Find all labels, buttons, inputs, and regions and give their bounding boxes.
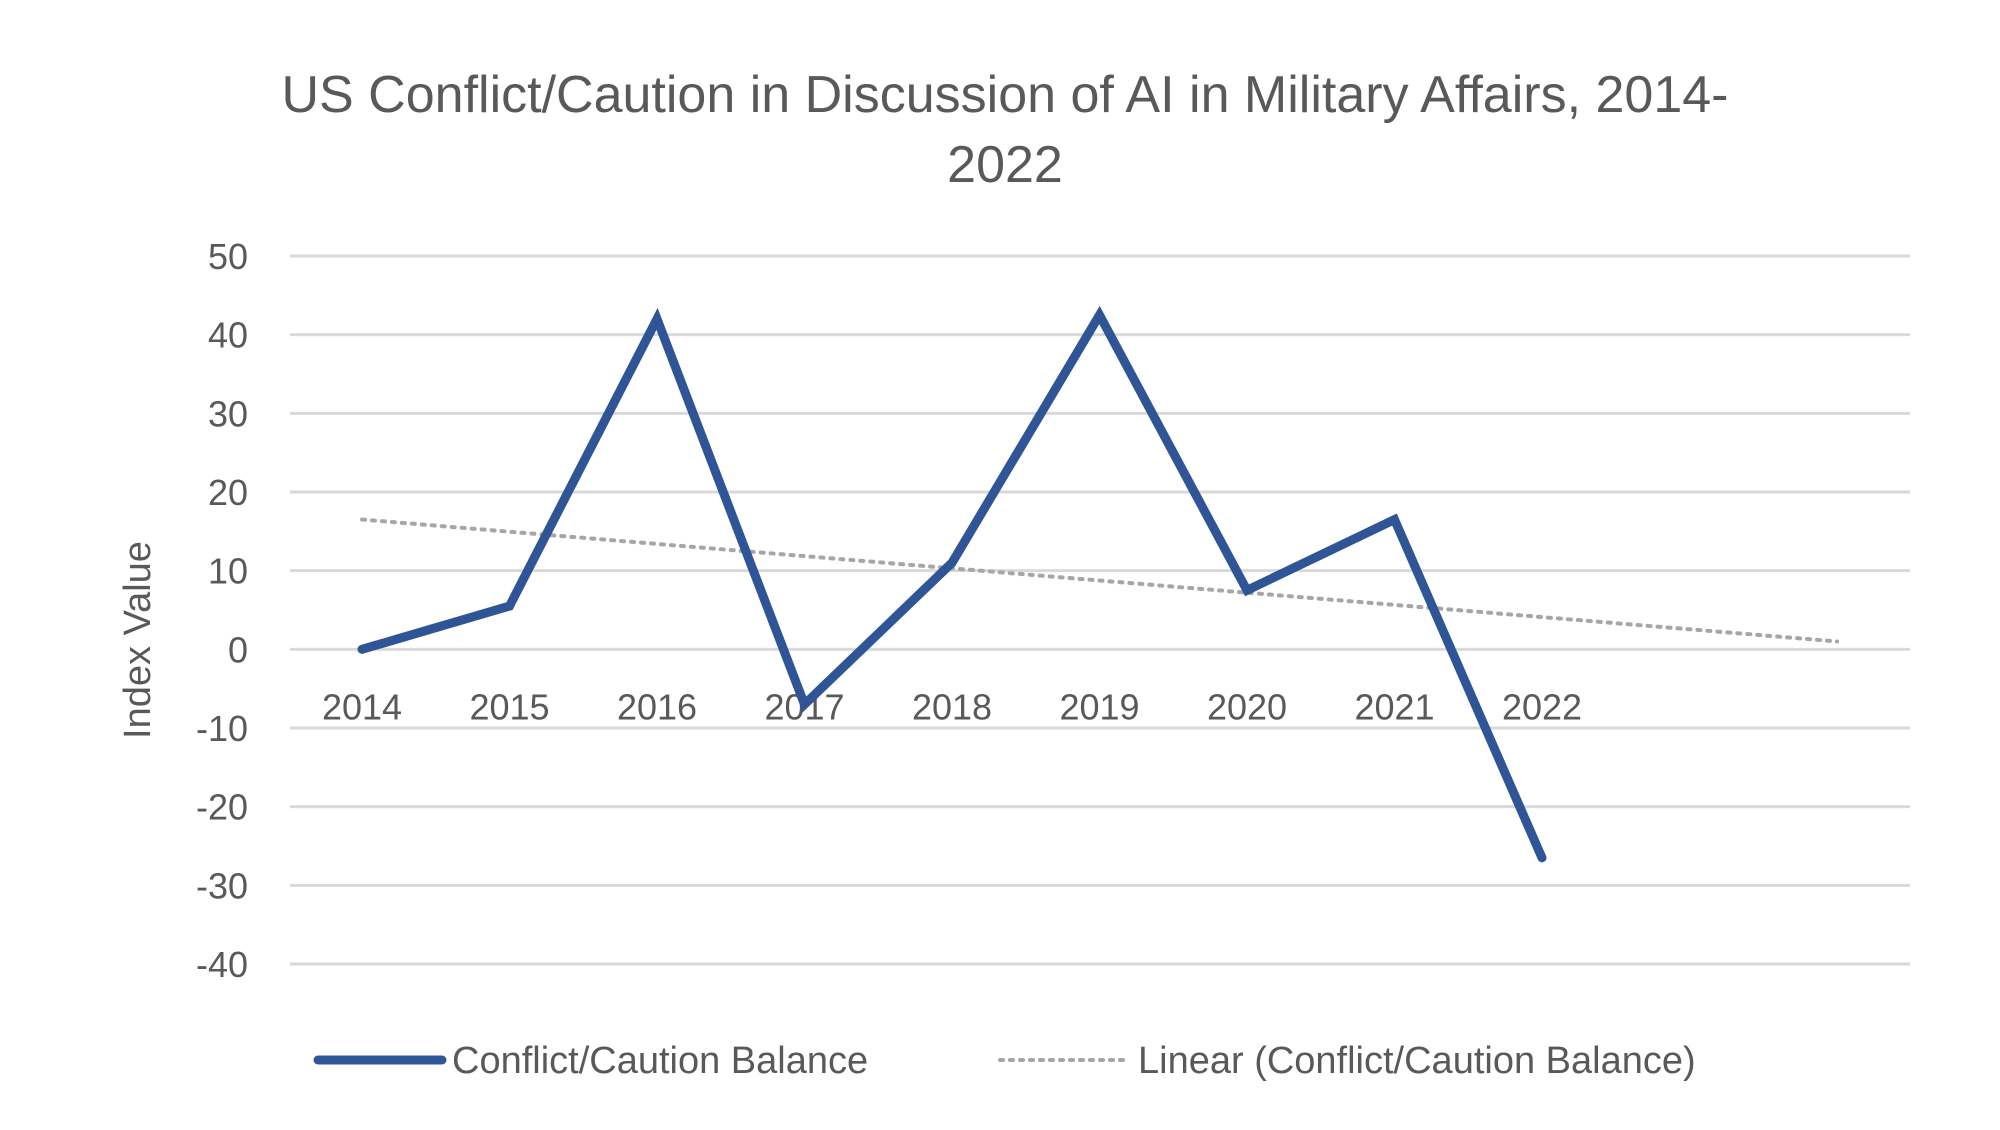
- trendline-layer: [362, 520, 1837, 642]
- series-line: [362, 315, 1542, 858]
- x-tick-label: 2015: [469, 686, 549, 727]
- x-tick-label: 2020: [1207, 686, 1287, 727]
- y-tick-label: 30: [208, 393, 248, 434]
- y-tick-label: -10: [196, 708, 248, 749]
- y-tick-label: -30: [196, 865, 248, 906]
- y-axis-label: Index Value: [117, 541, 159, 739]
- chart-title: US Conflict/Caution in Discussion of AI …: [240, 60, 1770, 200]
- x-tick-label: 2018: [912, 686, 992, 727]
- y-tick-label: -40: [196, 944, 248, 985]
- y-tick-label: -20: [196, 787, 248, 828]
- y-tick-label: 0: [228, 629, 248, 670]
- x-tick-label: 2014: [322, 686, 402, 727]
- y-tick-label: 50: [208, 236, 248, 277]
- x-tick-label: 2019: [1059, 686, 1139, 727]
- trendline: [362, 520, 1837, 642]
- x-tick-label: 2016: [617, 686, 697, 727]
- y-axis-ticks: -40 -30 -20 -10 0 10 20 30 40 50: [196, 236, 248, 985]
- y-tick-label: 40: [208, 315, 248, 356]
- gridlines: [290, 256, 1910, 964]
- legend: Conflict/Caution Balance Linear (Conflic…: [318, 1040, 1696, 1082]
- x-tick-label: 2022: [1502, 686, 1582, 727]
- series-layer: [362, 315, 1542, 858]
- y-tick-label: 20: [208, 472, 248, 513]
- legend-series-label: Conflict/Caution Balance: [452, 1040, 868, 1082]
- y-tick-label: 10: [208, 551, 248, 592]
- legend-trendline-label: Linear (Conflict/Caution Balance): [1138, 1040, 1696, 1082]
- x-tick-label: 2021: [1354, 686, 1434, 727]
